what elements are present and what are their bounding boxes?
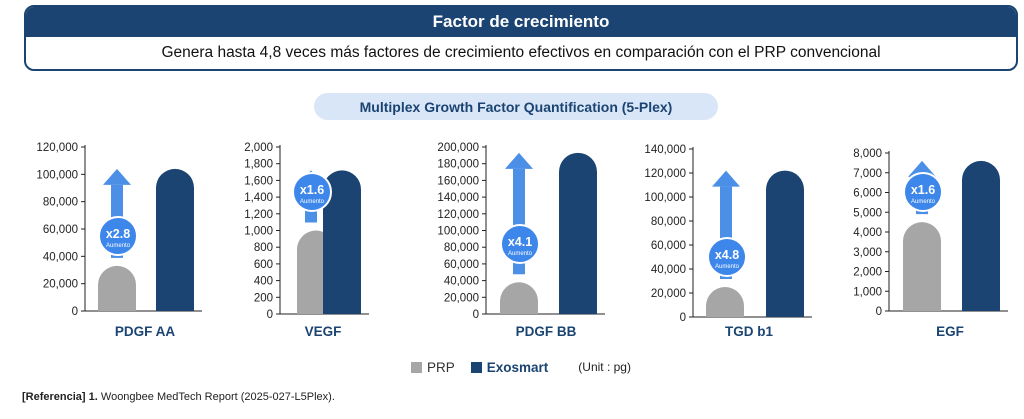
y-tick-label-vegf: 600 (254, 259, 273, 271)
y-tick-label-egf: 1,000 (853, 286, 882, 298)
x-label-vegf: VEGF (305, 324, 342, 339)
y-tick-label-egf: 0 (876, 306, 882, 318)
badge-value-vegf: x1.6 (300, 183, 324, 197)
y-tick-label-pdgf-bb: 0 (473, 309, 479, 321)
y-tick-label-tgd-b1: 20,000 (651, 288, 686, 300)
y-tick-label-pdgf-aa: 60,000 (43, 224, 78, 236)
y-tick-label-pdgf-bb: 180,000 (437, 159, 479, 171)
y-tick-label-tgd-b1: 120,000 (644, 168, 686, 180)
y-tick-label-vegf: 200 (254, 292, 273, 304)
y-tick-label-tgd-b1: 100,000 (644, 192, 686, 204)
bar-prp-tgd-b1 (706, 287, 744, 317)
y-tick-label-vegf: 1,000 (244, 226, 273, 238)
x-label-pdgf-aa: PDGF AA (115, 324, 175, 339)
y-tick-label-pdgf-bb: 140,000 (437, 192, 479, 204)
badge-value-egf: x1.6 (911, 183, 935, 197)
y-tick-label-vegf: 800 (254, 242, 273, 254)
reference-number: 1. (88, 391, 98, 403)
y-tick-label-egf: 6,000 (853, 188, 882, 200)
badge-circle-egf (903, 172, 943, 212)
x-label-tgd-b1: TGD b1 (725, 324, 773, 339)
y-tick-label-pdgf-aa: 0 (72, 306, 78, 318)
reference-tag: [Referencia] (22, 391, 86, 403)
legend-label-exosmart: Exosmart (486, 359, 549, 375)
badge-circle-vegf (292, 172, 332, 212)
growth-arrow-head-pdgf-bb (505, 152, 533, 169)
y-tick-label-egf: 2,000 (853, 267, 882, 279)
x-label-egf: EGF (936, 324, 964, 339)
growth-arrow-head-pdgf-aa (103, 168, 131, 185)
y-tick-label-pdgf-bb: 20,000 (444, 292, 479, 304)
y-tick-label-tgd-b1: 140,000 (644, 144, 686, 156)
header-subtitle: Genera hasta 4,8 veces más factores de c… (161, 44, 881, 61)
header-title: Factor de crecimiento (26, 7, 1016, 37)
y-tick-label-pdgf-aa: 100,000 (36, 169, 78, 181)
y-tick-label-pdgf-bb: 80,000 (444, 242, 479, 254)
badge-circle-pdgf-aa (98, 216, 138, 256)
bar-exosmart-vegf (323, 170, 361, 314)
badge-circle-tgd-b1 (707, 237, 747, 277)
legend-swatch-exosmart (470, 361, 482, 373)
header-box: Factor de crecimiento Genera hasta 4,8 v… (24, 5, 1018, 71)
y-tick-label-pdgf-bb: 100,000 (437, 226, 479, 238)
bar-exosmart-egf (962, 160, 1000, 311)
badge-label-tgd-b1: Aumento (715, 264, 740, 270)
y-tick-label-vegf: 1,800 (244, 159, 273, 171)
y-tick-label-tgd-b1: 0 (680, 312, 686, 324)
reference-text: Woongbee MedTech Report (2025-027-L5Plex… (100, 391, 335, 403)
badge-value-pdgf-bb: x4.1 (508, 235, 532, 249)
y-tick-label-egf: 7,000 (853, 168, 882, 180)
y-tick-label-vegf: 1,400 (244, 192, 273, 204)
y-tick-label-pdgf-bb: 120,000 (437, 209, 479, 221)
y-tick-label-tgd-b1: 80,000 (651, 216, 686, 228)
reference-note: [Referencia] 1. Woongbee MedTech Report … (22, 391, 335, 403)
y-tick-label-pdgf-bb: 160,000 (437, 175, 479, 187)
y-tick-label-pdgf-aa: 20,000 (43, 279, 78, 291)
y-tick-label-egf: 5,000 (853, 207, 882, 219)
y-tick-label-vegf: 1,200 (244, 209, 273, 221)
y-tick-label-pdgf-aa: 40,000 (43, 251, 78, 263)
bar-exosmart-pdgf-aa (156, 168, 194, 311)
legend: PRP Exosmart (Unit : pg) (411, 357, 631, 377)
badge-label-pdgf-aa: Aumento (106, 243, 131, 249)
bar-exosmart-tgd-b1 (766, 170, 804, 317)
badge-value-pdgf-aa: x2.8 (106, 227, 130, 241)
y-tick-label-egf: 8,000 (853, 148, 882, 160)
y-tick-label-pdgf-aa: 80,000 (43, 197, 78, 209)
badge-label-vegf: Aumento (300, 199, 325, 205)
badge-label-pdgf-bb: Aumento (508, 251, 533, 257)
legend-label-prp: PRP (427, 359, 455, 375)
chart-section-pill: Multiplex Growth Factor Quantification (… (314, 93, 718, 120)
y-tick-label-pdgf-bb: 40,000 (444, 276, 479, 288)
y-tick-label-vegf: 0 (267, 309, 273, 321)
y-tick-label-pdgf-bb: 60,000 (444, 259, 479, 271)
y-tick-label-tgd-b1: 40,000 (651, 264, 686, 276)
legend-item-exosmart: Exosmart (470, 359, 549, 375)
unit-label: (Unit : pg) (578, 360, 631, 374)
bar-exosmart-pdgf-bb (559, 152, 597, 314)
y-tick-label-vegf: 1,600 (244, 175, 273, 187)
badge-label-egf: Aumento (911, 199, 936, 205)
bar-prp-pdgf-bb (500, 282, 538, 314)
y-tick-label-pdgf-bb: 200,000 (437, 142, 479, 154)
growth-arrow-head-egf (908, 160, 936, 177)
bar-prp-egf (903, 222, 941, 311)
badge-circle-pdgf-bb (500, 224, 540, 264)
growth-arrow-head-tgd-b1 (712, 170, 740, 187)
legend-item-prp: PRP (411, 360, 455, 375)
y-tick-label-vegf: 400 (254, 276, 273, 288)
y-tick-label-tgd-b1: 60,000 (651, 240, 686, 252)
y-tick-label-egf: 3,000 (853, 247, 882, 259)
legend-swatch-prp (411, 361, 422, 373)
badge-value-tgd-b1: x4.8 (715, 248, 739, 262)
y-tick-label-pdgf-aa: 120,000 (36, 142, 78, 154)
x-label-pdgf-bb: PDGF BB (516, 324, 577, 339)
y-tick-label-egf: 4,000 (853, 227, 882, 239)
y-tick-label-vegf: 2,000 (244, 142, 273, 154)
bar-prp-pdgf-aa (98, 265, 136, 311)
